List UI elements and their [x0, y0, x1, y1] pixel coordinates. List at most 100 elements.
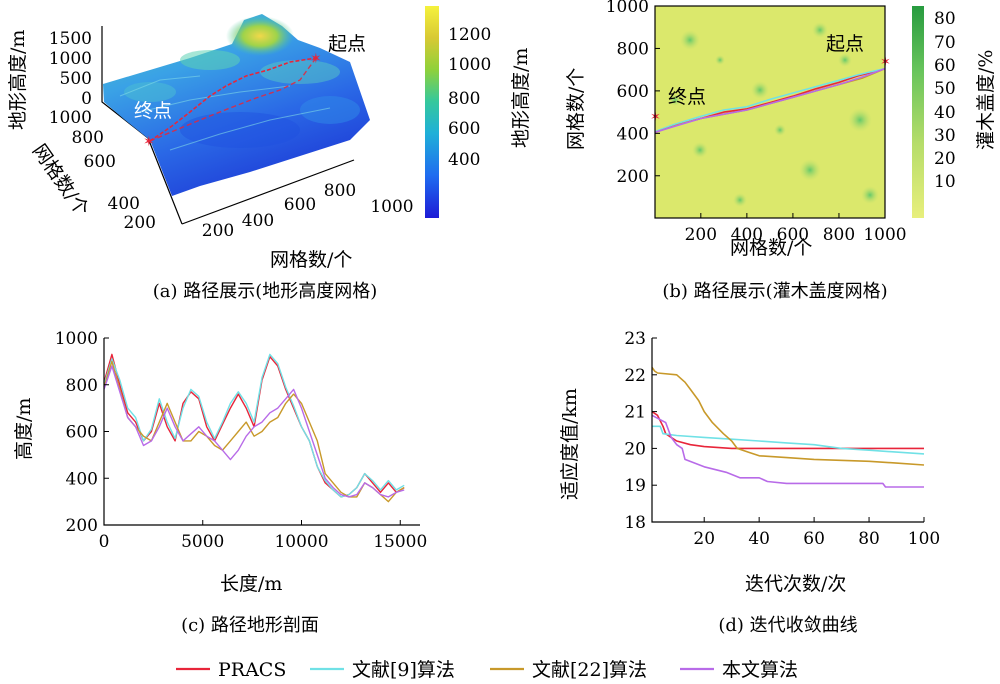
- legend: PRACS 文献[9]算法 文献[22]算法 本文算法: [176, 659, 798, 681]
- panel-b-x-tick: 1000: [863, 225, 906, 245]
- panel-c-caption: (c) 路径地形剖面: [181, 615, 319, 636]
- panel-c-x-tick: 10000: [274, 532, 328, 552]
- panel-b-cb-tick: 80: [934, 9, 956, 29]
- legend-item-ref22: 文献[22]算法: [490, 659, 647, 681]
- legend-label-ref22: 文献[22]算法: [532, 659, 647, 681]
- panel-d-y-tick: 18: [624, 513, 646, 533]
- panel-a-colorbar: [425, 6, 439, 218]
- panel-b-texture: [669, 22, 879, 207]
- panel-b-end-label: 终点: [668, 86, 706, 108]
- panel-c-ticks: 0 5000 10000 15000 1000 800 600 400 200: [55, 329, 428, 552]
- panel-a-x-axis: [181, 159, 355, 225]
- panel-a-start-label: 起点: [328, 33, 366, 55]
- panel-d-convergence: 20 40 60 80 100 23 22 21 20 19 18 适应度值/km 迭代次数/次 (…: [559, 329, 940, 636]
- panel-c-x-tick: 0: [99, 532, 110, 552]
- panel-b-cb-tick: 30: [934, 126, 956, 146]
- panel-b-shrub-heatmap: ✶ ✶ 终点 起点 200 400 600 800 100010008006004002…: [565, 0, 997, 302]
- panel-d-y-tick: 21: [624, 403, 646, 423]
- panel-b-y-tick: 600: [617, 82, 649, 102]
- panel-a-y-tick: 800: [72, 128, 104, 148]
- panel-b-paths: [655, 67, 885, 134]
- legend-item-ref9: 文献[9]算法: [310, 659, 455, 681]
- panel-c-line-pracs: [103, 353, 405, 498]
- panel-c-y-label: 高度/m: [13, 398, 35, 460]
- panel-a-start-marker: ✶: [310, 51, 322, 67]
- panel-c-line-ours: [103, 365, 405, 498]
- panel-b-cb-tick: 10: [934, 172, 956, 192]
- panel-a-path-pracs: [149, 57, 317, 142]
- panel-d-line-ref22: [651, 366, 925, 466]
- panel-a-cb-tick: 400: [448, 150, 480, 170]
- panel-c-x-tick: 15000: [373, 532, 427, 552]
- panel-a-x-tick: 400: [242, 211, 274, 231]
- panel-d-series: [651, 366, 925, 488]
- panel-c-x-tick: 5000: [181, 532, 224, 552]
- panel-b-x-tick: 400: [731, 225, 763, 245]
- panel-d-x-label: 迭代次数/次: [745, 573, 846, 595]
- panel-a-x-tick: 200: [202, 221, 234, 241]
- panel-d-y-tick: 23: [624, 329, 646, 349]
- panel-a-colorbar-label: 地形高度/m: [510, 48, 532, 148]
- panel-d-caption: (d) 迭代收敛曲线: [718, 615, 857, 636]
- panel-a-z-tick: 1000: [49, 49, 92, 69]
- panel-c-series: [103, 353, 405, 503]
- panel-a-cb-tick: 1000: [448, 55, 491, 75]
- panel-d-y-label: 适应度值/km: [559, 388, 581, 500]
- panel-d-ticks: 20 40 60 80 100 23 22 21 20 19 18: [624, 329, 940, 549]
- panel-b-y-tick: 400: [617, 124, 649, 144]
- panel-b-cb-tick: 60: [934, 56, 956, 76]
- panel-d-x-tick: 100: [908, 529, 940, 549]
- legend-item-ours: 本文算法: [680, 659, 798, 681]
- panel-b-x-label: 网格数/个: [730, 237, 812, 259]
- panel-a-x-ticks: 200 400 600 800 1000: [202, 181, 414, 241]
- panel-b-start-label: 起点: [826, 33, 864, 55]
- panel-b-line-ours: [655, 67, 885, 134]
- panel-b-cb-tick: 70: [934, 33, 956, 53]
- panel-a-caption: (a) 路径展示(地形高度网格): [153, 281, 378, 302]
- panel-b-caption: (b) 路径展示(灌木盖度网格): [662, 281, 887, 302]
- panel-a-path-ours: [149, 57, 317, 142]
- panel-a-z-ticks: 1500 1000 500 0: [49, 29, 92, 109]
- panel-a-y-ticks: 1000 800 600 400 200: [49, 108, 156, 233]
- panel-b-cb-tick: 50: [934, 79, 956, 99]
- legend-label-pracs: PRACS: [218, 659, 286, 681]
- panel-d-line-ref9: [652, 425, 925, 455]
- panel-b-colorbar: [912, 6, 924, 218]
- panel-a-y-axis: [147, 137, 183, 225]
- panel-a-y-tick: 1000: [49, 108, 92, 128]
- panel-a-terrain-3d: ✶ ✶ 终点 起点 1500 1000 500 0 地形高度/m 1000 80…: [7, 6, 532, 302]
- panel-a-colorbar-ticks: 1200 1000 800 600 400: [448, 25, 491, 170]
- panel-b-x-tick: 200: [685, 225, 717, 245]
- panel-d-y-tick: 19: [624, 476, 646, 496]
- panel-a-end-label: 终点: [134, 100, 172, 122]
- panel-d-x-tick: 80: [858, 529, 880, 549]
- panel-b-cb-tick: 40: [934, 103, 956, 123]
- panel-d-y-tick: 22: [624, 366, 646, 386]
- panel-a-y-tick: 200: [124, 213, 156, 233]
- panel-c-y-tick: 1000: [55, 329, 98, 349]
- legend-label-ref9: 文献[9]算法: [352, 659, 455, 681]
- panel-a-x-tick: 1000: [370, 197, 413, 217]
- panel-c-y-tick: 200: [66, 516, 98, 536]
- panel-c-line-ref9: [103, 353, 405, 498]
- panel-b-x-tick: 800: [823, 225, 855, 245]
- panel-a-y-tick: 600: [84, 152, 116, 172]
- panel-a-y-tick: 400: [108, 194, 140, 214]
- panel-d-y-tick: 20: [624, 439, 646, 459]
- panel-b-colorbar-label: 灌木盖度/%: [975, 50, 997, 150]
- panel-d-line-ours: [651, 414, 924, 488]
- panel-a-x-tick: 600: [284, 195, 316, 215]
- panel-a-z-tick: 0: [81, 89, 92, 109]
- panel-b-y-tick: 200: [617, 167, 649, 187]
- panel-c-terrain-profile: 0 5000 10000 15000 1000 800 600 400 200 高度/m 长度/…: [13, 329, 427, 636]
- panel-c-x-label: 长度/m: [220, 573, 282, 595]
- panel-d-line-pracs: [651, 410, 924, 450]
- panel-d-x-tick: 20: [693, 529, 715, 549]
- panel-a-z-tick: 1500: [49, 29, 92, 49]
- panel-b-colorbar-ticks: 80 70 60 50 40 30 20 10: [934, 9, 956, 192]
- panel-c-y-tick: 800: [66, 376, 98, 396]
- panel-c-y-tick: 400: [66, 469, 98, 489]
- panel-a-end-marker: ✶: [143, 134, 155, 150]
- panel-a-cb-tick: 1200: [448, 25, 491, 45]
